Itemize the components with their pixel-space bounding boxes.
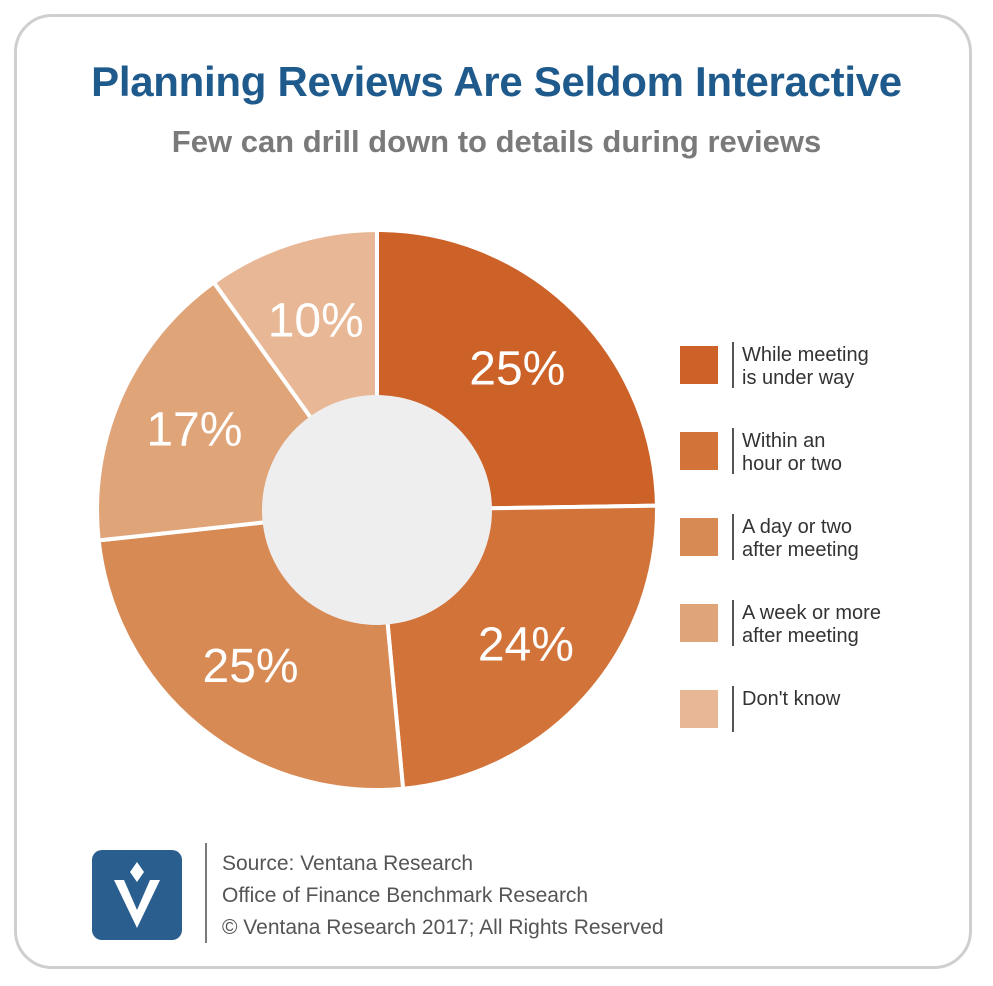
legend-item: Within an hour or two — [680, 428, 980, 482]
slice-value-label: 17% — [146, 403, 242, 456]
chart-title: Planning Reviews Are Seldom Interactive — [91, 58, 902, 105]
footer-study: Office of Finance Benchmark Research — [222, 884, 589, 907]
legend-divider — [732, 428, 734, 474]
footer-divider — [205, 843, 207, 943]
legend-item: A week or more after meeting — [680, 600, 980, 654]
legend-divider — [732, 600, 734, 646]
legend-item: A day or two after meeting — [680, 514, 980, 568]
legend-swatch — [680, 432, 718, 470]
legend-swatch — [680, 604, 718, 642]
footer-source: Source: Ventana Research — [222, 852, 473, 875]
footer-copyright: © Ventana Research 2017; All Rights Rese… — [222, 916, 664, 939]
slice-value-label: 24% — [478, 619, 574, 672]
slice-value-label: 25% — [203, 640, 299, 693]
legend-swatch — [680, 346, 718, 384]
donut-hole — [262, 395, 492, 625]
legend-divider — [732, 342, 734, 388]
legend-label: While meeting is under way — [742, 344, 869, 389]
legend-label: A week or more after meeting — [742, 602, 881, 647]
ventana-v-logo-icon — [92, 850, 182, 940]
legend-label: Don't know — [742, 688, 841, 710]
legend-divider — [732, 686, 734, 732]
legend-label: A day or two after meeting — [742, 516, 859, 561]
legend-divider — [732, 514, 734, 560]
legend-swatch — [680, 690, 718, 728]
chart-subtitle: Few can drill down to details during rev… — [171, 124, 822, 159]
legend-swatch — [680, 518, 718, 556]
legend-item: Don't know — [680, 686, 980, 740]
slice-value-label: 25% — [469, 342, 565, 395]
legend-item: While meeting is under way — [680, 342, 980, 396]
slice-value-label: 10% — [268, 295, 364, 348]
legend-label: Within an hour or two — [742, 430, 843, 475]
